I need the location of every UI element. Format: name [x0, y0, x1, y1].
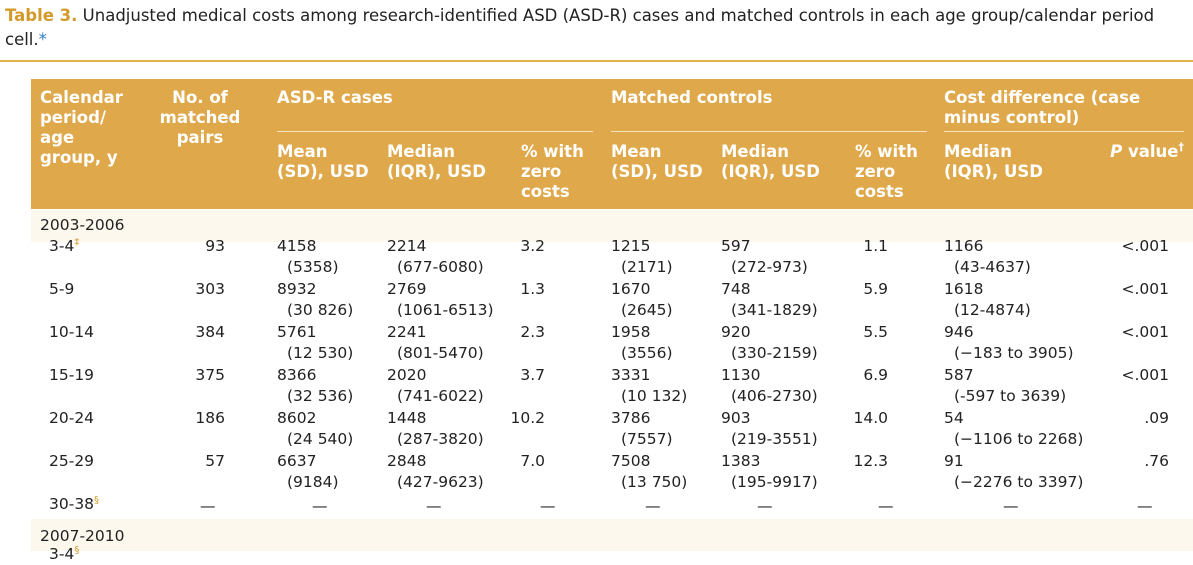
control-mean-cell: 1958 (3556)	[611, 323, 673, 362]
p-value-cell: <.001	[1121, 237, 1170, 255]
case-mean-cell: 8932 (30 826)	[277, 280, 354, 319]
control-zero-cell: 6.9	[863, 366, 888, 384]
header-case-median: Median (IQR), USD	[387, 142, 486, 181]
control-mean-cell: 1670 (2645)	[611, 280, 673, 319]
case-mean-cell: 8602 (24 540)	[277, 409, 354, 448]
case-zero-cell: 1.3	[520, 280, 545, 298]
p-value-cell: <.001	[1121, 366, 1170, 384]
age-group-cell: 25-29	[49, 452, 95, 470]
age-group-cell: 3-4§	[49, 544, 80, 563]
control-zero-cell: 14.0	[853, 409, 888, 427]
empty-cell-dash: —	[540, 497, 556, 515]
header-case-zero: % with zero costs	[521, 142, 584, 201]
case-zero-cell: 7.0	[520, 452, 545, 470]
age-group-cell: 20-24	[49, 409, 95, 427]
table-label: Table 3.	[5, 6, 78, 25]
p-value-cell: .76	[1144, 452, 1169, 470]
empty-cell-dash: —	[878, 497, 894, 515]
control-median-cell: 597 (272-973)	[721, 237, 808, 276]
section-label-2003-2006: 2003-2006	[40, 216, 125, 234]
header-cost-difference: Cost difference (case minus control)	[944, 88, 1141, 127]
header-control-median: Median (IQR), USD	[721, 142, 820, 181]
control-zero-cell: 1.1	[863, 237, 888, 255]
table-caption: Table 3. Unadjusted medical costs among …	[5, 4, 1190, 52]
empty-cell-dash: —	[757, 497, 773, 515]
top-rule	[0, 60, 1193, 62]
control-median-cell: 903 (219-3551)	[721, 409, 818, 448]
control-zero-cell: 12.3	[853, 452, 888, 470]
case-zero-cell: 3.2	[520, 237, 545, 255]
control-mean-cell: 3786 (7557)	[611, 409, 673, 448]
caption-text: Unadjusted medical costs among research-…	[5, 6, 1155, 49]
age-group-cell: 3-4‡	[49, 236, 80, 255]
header-divider-difference	[944, 131, 1184, 132]
p-value-cell: .09	[1144, 409, 1169, 427]
header-divider-cases	[277, 131, 593, 132]
header-diff-median: Median (IQR), USD	[944, 142, 1043, 181]
case-median-cell: 2214 (677-6080)	[387, 237, 484, 276]
control-median-cell: 920 (330-2159)	[721, 323, 818, 362]
age-group-cell: 10-14	[49, 323, 95, 341]
pairs-cell: 384	[195, 323, 225, 341]
case-median-cell: 2241 (801-5470)	[387, 323, 484, 362]
control-zero-cell: 5.5	[863, 323, 888, 341]
diff-median-cell: 1618 (12-4874)	[944, 280, 1031, 319]
age-group-cell: 15-19	[49, 366, 95, 384]
case-median-cell: 2848 (427-9623)	[387, 452, 484, 491]
header-asd-r-cases: ASD-R cases	[277, 88, 393, 107]
header-control-zero: % with zero costs	[855, 142, 918, 201]
diff-median-cell: 1166 (43-4637)	[944, 237, 1031, 276]
header-calendar-period: Calendar period/ age group, y	[40, 88, 123, 167]
section-label-2007-2010: 2007-2010	[40, 527, 125, 545]
empty-cell-dash: —	[200, 497, 216, 515]
case-mean-cell: 4158 (5358)	[277, 237, 339, 276]
case-mean-cell: 5761 (12 530)	[277, 323, 354, 362]
empty-cell-dash: —	[1003, 497, 1019, 515]
empty-cell-dash: —	[645, 497, 661, 515]
header-matched-controls: Matched controls	[611, 88, 773, 107]
case-zero-cell: 10.2	[510, 409, 545, 427]
header-matched-pairs: No. of matched pairs	[159, 88, 241, 147]
diff-median-cell: 91 (−2276 to 3397)	[944, 452, 1084, 491]
empty-cell-dash: —	[312, 497, 328, 515]
header-control-mean: Mean (SD), USD	[611, 142, 703, 181]
pairs-cell: 57	[205, 452, 225, 470]
table-header	[31, 79, 1193, 209]
header-p-value: P value†	[1110, 140, 1184, 162]
control-median-cell: 1130 (406-2730)	[721, 366, 818, 405]
header-divider-controls	[611, 131, 927, 132]
control-zero-cell: 5.9	[863, 280, 888, 298]
empty-cell-dash: —	[1137, 497, 1153, 515]
pairs-cell: 186	[195, 409, 225, 427]
control-median-cell: 1383 (195-9917)	[721, 452, 818, 491]
case-zero-cell: 3.7	[520, 366, 545, 384]
section-band-2007-2010	[31, 519, 1193, 551]
control-mean-cell: 1215 (2171)	[611, 237, 673, 276]
pairs-cell: 375	[195, 366, 225, 384]
case-median-cell: 2769 (1061-6513)	[387, 280, 494, 319]
diff-median-cell: 54 (−1106 to 2268)	[944, 409, 1084, 448]
header-case-mean: Mean (SD), USD	[277, 142, 369, 181]
pairs-cell: 93	[205, 237, 225, 255]
case-mean-cell: 8366 (32 536)	[277, 366, 354, 405]
case-median-cell: 2020 (741-6022)	[387, 366, 484, 405]
pairs-cell: 303	[195, 280, 225, 298]
p-value-cell: <.001	[1121, 280, 1170, 298]
control-mean-cell: 7508 (13 750)	[611, 452, 688, 491]
diff-median-cell: 587 (-597 to 3639)	[944, 366, 1067, 405]
caption-footnote-marker: *	[38, 30, 47, 49]
case-median-cell: 1448 (287-3820)	[387, 409, 484, 448]
p-value-cell: <.001	[1121, 323, 1170, 341]
control-mean-cell: 3331 (10 132)	[611, 366, 688, 405]
diff-median-cell: 946 (−183 to 3905)	[944, 323, 1074, 362]
case-mean-cell: 6637 (9184)	[277, 452, 339, 491]
case-zero-cell: 2.3	[520, 323, 545, 341]
age-group-cell: 5-9	[49, 280, 75, 298]
empty-cell-dash: —	[426, 497, 442, 515]
section-band-2003-2006	[31, 210, 1193, 242]
age-group-cell: 30-38§	[49, 494, 100, 513]
control-median-cell: 748 (341-1829)	[721, 280, 818, 319]
